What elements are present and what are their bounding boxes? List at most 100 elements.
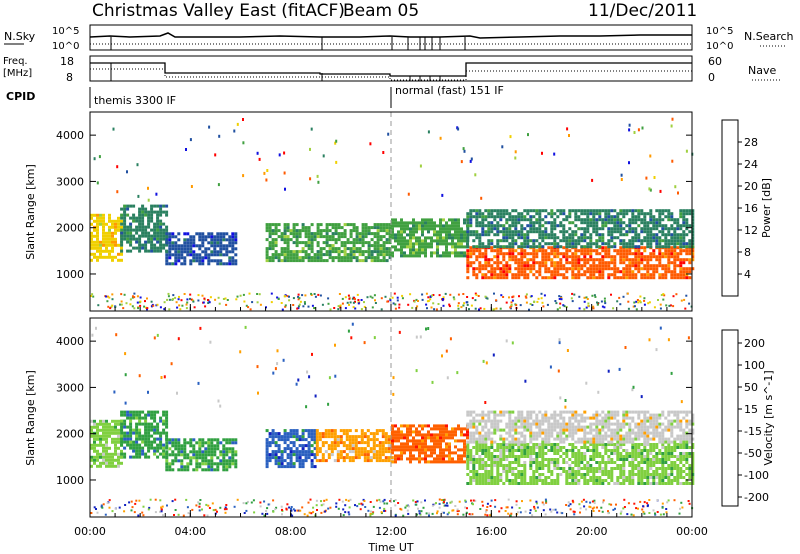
power-cell bbox=[421, 242, 424, 246]
velocity-cell bbox=[574, 461, 578, 464]
velocity-cell bbox=[472, 440, 476, 444]
power-cell bbox=[156, 234, 160, 238]
velocity-cell bbox=[487, 479, 491, 482]
velocity-cell bbox=[381, 459, 385, 463]
power-cell bbox=[514, 150, 517, 154]
power-cell bbox=[574, 273, 578, 277]
power-cell bbox=[310, 241, 314, 245]
power-cell bbox=[580, 236, 584, 240]
power-cell bbox=[93, 234, 96, 238]
power-cell bbox=[418, 227, 421, 231]
velocity-cell bbox=[310, 432, 314, 436]
velocity-cell bbox=[90, 455, 93, 459]
power-cell bbox=[676, 258, 680, 262]
velocity-cell bbox=[339, 438, 343, 442]
velocity-cell bbox=[286, 462, 290, 466]
velocity-cell bbox=[475, 473, 479, 476]
velocity-cell bbox=[313, 429, 317, 433]
power-cell bbox=[96, 237, 99, 241]
power-cell bbox=[595, 209, 599, 213]
power-cell bbox=[577, 255, 581, 259]
velocity-cell bbox=[508, 482, 512, 485]
power-cell bbox=[508, 296, 510, 299]
velocity-cell bbox=[324, 441, 328, 445]
velocity-cell bbox=[469, 452, 473, 455]
power-cell bbox=[427, 227, 430, 231]
power-cell bbox=[141, 222, 145, 226]
power-cell bbox=[460, 236, 463, 240]
power-cell bbox=[430, 224, 433, 228]
velocity-cell bbox=[508, 443, 512, 446]
power-cell bbox=[479, 307, 482, 310]
velocity-cell bbox=[487, 455, 491, 458]
power-cell bbox=[421, 218, 424, 222]
power-cell bbox=[379, 223, 383, 227]
velocity-cell bbox=[330, 441, 334, 445]
power-cell bbox=[319, 259, 323, 263]
power-cell bbox=[558, 297, 561, 300]
velocity-cell bbox=[384, 447, 388, 451]
power-cell bbox=[292, 229, 296, 233]
power-cell bbox=[412, 233, 415, 237]
velocity-cell bbox=[661, 482, 665, 485]
velocity-cell bbox=[448, 460, 451, 464]
power-cell bbox=[586, 261, 590, 265]
power-cell bbox=[510, 301, 513, 304]
power-cell bbox=[216, 235, 220, 239]
velocity-cell bbox=[102, 452, 105, 456]
velocity-cell bbox=[520, 476, 524, 479]
velocity-cell bbox=[102, 434, 105, 438]
power-cell bbox=[363, 301, 365, 304]
power-cell bbox=[682, 258, 686, 262]
power-cell bbox=[577, 209, 581, 213]
power-cell bbox=[304, 294, 307, 297]
nave-tick-top: 60 bbox=[708, 55, 722, 68]
power-cell bbox=[667, 245, 671, 249]
velocity-cell bbox=[117, 419, 120, 423]
velocity-cell bbox=[499, 443, 503, 446]
velocity-cell bbox=[442, 439, 445, 443]
power-cell bbox=[616, 300, 619, 303]
power-cell bbox=[108, 231, 111, 235]
power-cell bbox=[334, 256, 338, 260]
power-cell bbox=[181, 304, 184, 307]
velocity-cell bbox=[105, 452, 108, 456]
power-cell bbox=[379, 250, 383, 254]
power-cell bbox=[627, 307, 630, 310]
power-cell bbox=[133, 292, 136, 295]
velocity-cell bbox=[655, 443, 659, 446]
velocity-cell bbox=[613, 482, 617, 485]
velocity-cell bbox=[481, 443, 485, 446]
power-cell bbox=[117, 252, 120, 256]
power-cell bbox=[208, 125, 211, 129]
velocity-cell bbox=[301, 432, 305, 436]
power-cell bbox=[583, 308, 586, 311]
velocity-cell bbox=[283, 438, 287, 442]
power-cell bbox=[394, 307, 397, 310]
power-cell bbox=[574, 264, 578, 268]
velocity-cell bbox=[610, 470, 614, 473]
velocity-cell bbox=[520, 455, 524, 458]
velocity-cell bbox=[646, 443, 650, 446]
power-cell bbox=[662, 293, 665, 296]
power-cell bbox=[185, 307, 188, 310]
power-cell bbox=[676, 276, 680, 280]
velocity-cell bbox=[129, 422, 133, 426]
power-cell bbox=[542, 305, 545, 308]
power-cell bbox=[274, 253, 278, 257]
power-cell bbox=[541, 239, 545, 243]
velocity-cell bbox=[592, 458, 596, 461]
power-cell bbox=[274, 223, 278, 227]
power-cell bbox=[457, 254, 460, 258]
power-cell bbox=[463, 233, 466, 237]
velocity-cell bbox=[529, 482, 533, 485]
power-cell bbox=[448, 218, 451, 222]
power-cell bbox=[517, 221, 521, 225]
power-cell bbox=[343, 235, 347, 239]
velocity-cell bbox=[628, 464, 632, 467]
velocity-cell bbox=[327, 432, 331, 436]
power-cell bbox=[313, 293, 316, 295]
power-cell bbox=[96, 258, 99, 262]
velocity-cell bbox=[378, 444, 382, 448]
velocity-cell bbox=[514, 449, 518, 452]
